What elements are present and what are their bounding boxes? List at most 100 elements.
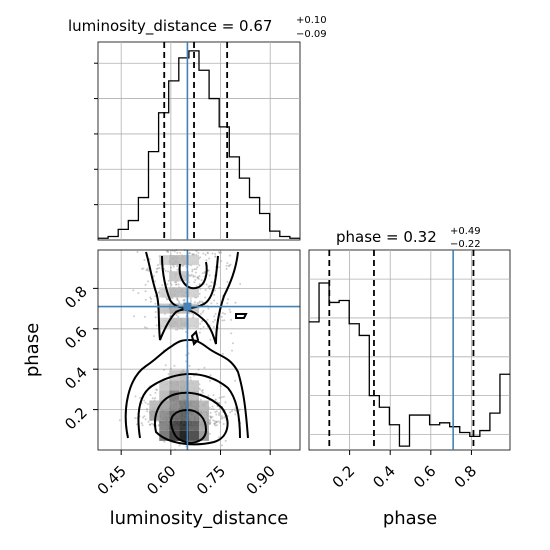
phase-xtick-label: 0.8 — [451, 462, 481, 492]
joint-density-cell — [169, 430, 180, 441]
joint-scatter-point — [154, 311, 157, 314]
contour-inner-bottom — [154, 391, 229, 446]
joint-scatter-point — [194, 271, 197, 274]
joint-scatter-point — [204, 289, 207, 292]
ld-title-plus: +0.10 — [296, 15, 327, 26]
joint-scatter-point — [166, 298, 169, 301]
joint-scatter-point — [183, 298, 186, 301]
joint-scatter-point — [135, 423, 138, 426]
joint-scatter-point — [189, 275, 192, 278]
joint-yticks: 0.2 0.4 0.6 0.8 — [61, 282, 98, 433]
joint-scatter-point — [207, 307, 210, 310]
ld-title-text: luminosity_distance = 0.67 — [68, 17, 272, 36]
joint-scatter-point — [221, 352, 224, 355]
joint-scatter-point — [194, 279, 197, 282]
joint-scatter-point — [144, 283, 147, 286]
joint-scatter-point — [216, 302, 219, 305]
joint-scatter-point — [134, 395, 137, 398]
joint-density-cell — [179, 430, 190, 441]
ld-marginal-yticks — [94, 62, 98, 206]
ld-marginal-frame — [97, 41, 301, 241]
joint-scatter-point — [176, 328, 179, 331]
joint-scatter-point — [158, 267, 161, 270]
joint-scatter-point — [208, 406, 211, 409]
joint-scatter-point — [207, 269, 210, 272]
joint-density-cell — [179, 410, 190, 421]
joint-scatter-point — [198, 275, 201, 278]
joint-ylabel: phase — [22, 323, 43, 377]
joint-scatter-point — [196, 276, 199, 279]
joint-scatter-point — [175, 280, 178, 283]
joint-density-cell — [179, 400, 190, 411]
joint-scatter-point — [220, 415, 223, 418]
joint-scatter-point — [147, 420, 150, 423]
joint-scatter-point — [199, 312, 202, 315]
joint-scatter-point — [196, 301, 199, 304]
joint-scatter-point — [145, 269, 148, 272]
joint-density-cell — [189, 287, 199, 298]
joint-ytick-label: 0.8 — [61, 282, 91, 312]
joint-density-cell — [159, 255, 170, 266]
joint-density-cell — [149, 410, 160, 421]
joint-scatter-point — [215, 421, 218, 424]
phase-title-text: phase = 0.32 — [336, 228, 437, 246]
joint-scatter-point — [222, 423, 225, 426]
joint-scatter-point — [222, 395, 225, 398]
joint-density-cell — [189, 430, 199, 441]
joint-scatter-point — [187, 281, 190, 284]
joint-scatter-point — [161, 284, 164, 287]
joint-scatter-point — [156, 264, 159, 267]
joint-scatter-point — [181, 264, 184, 267]
joint-scatter-point — [214, 289, 217, 292]
joint-scatter-point — [137, 292, 140, 295]
joint-scatter-point — [144, 290, 147, 293]
joint-density-cell — [199, 420, 209, 431]
joint-scatter-point — [145, 407, 148, 410]
joint-scatter-point — [167, 373, 170, 376]
joint-scatter-point — [209, 374, 212, 377]
joint-panel: 0.45 0.60 0.75 0.90 0.2 0.4 0.6 0.8 luminosity… — [22, 249, 301, 529]
joint-scatter-point — [149, 296, 152, 299]
joint-scatter-point — [188, 252, 191, 255]
joint-scatter-point — [206, 252, 209, 255]
joint-density-cell — [179, 390, 190, 401]
joint-scatter-point — [234, 407, 237, 410]
joint-scatter-point — [148, 258, 151, 261]
joint-scatter-point — [118, 419, 121, 422]
joint-density-cell — [189, 420, 199, 431]
joint-scatter-point — [195, 250, 198, 253]
joint-scatter-point — [193, 301, 196, 304]
joint-scatter-point — [174, 328, 177, 331]
joint-scatter-point — [143, 259, 146, 262]
joint-scatter-point — [155, 388, 158, 391]
contour-outer-bottom — [124, 338, 249, 439]
joint-scatter-point — [170, 283, 173, 286]
joint-xtick-label: 0.75 — [193, 462, 229, 498]
phase-xtick-label: 0.2 — [329, 462, 359, 492]
ld-quantile-lines — [163, 42, 229, 240]
joint-scatter-point — [214, 255, 217, 258]
joint-scatter-point — [169, 282, 172, 285]
phase-quantile-lines — [328, 250, 475, 450]
joint-scatter-point — [212, 325, 215, 328]
joint-scatter-point — [144, 298, 147, 301]
joint-scatter-point — [179, 251, 182, 254]
joint-scatter-point — [175, 313, 178, 316]
phase-histogram-step — [309, 282, 510, 447]
joint-scatter-point — [211, 405, 214, 408]
joint-scatter-point — [227, 265, 230, 268]
joint-scatter-point — [204, 296, 207, 299]
joint-density-cell — [189, 303, 199, 314]
contour-outer-top — [145, 251, 239, 345]
joint-scatter-point — [154, 391, 157, 394]
joint-scatter-point — [197, 368, 200, 371]
joint-scatter-point — [230, 318, 233, 321]
joint-scatter-point — [173, 250, 176, 253]
joint-scatter-point — [234, 379, 237, 382]
joint-scatter-point — [209, 338, 212, 341]
joint-scatter-point — [147, 280, 150, 283]
joint-scatter-point — [176, 268, 179, 271]
joint-scatter-point — [219, 385, 222, 388]
joint-scatter-point — [143, 326, 146, 329]
